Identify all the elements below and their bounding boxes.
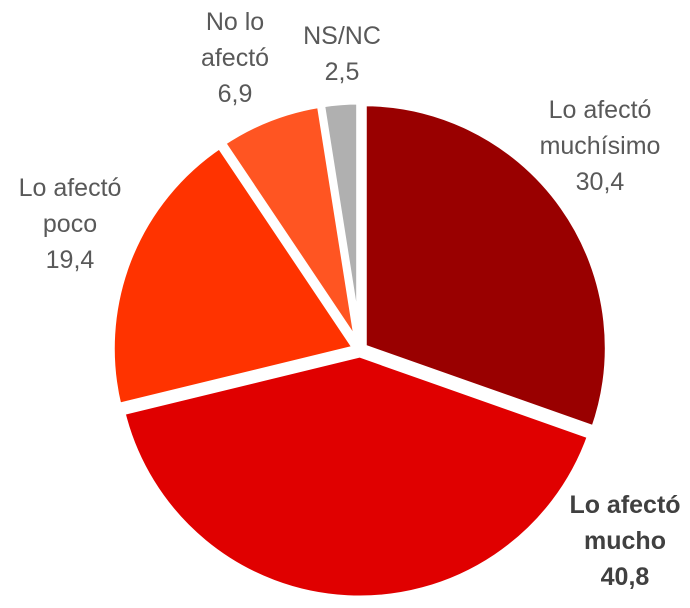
slice-label: Lo afectó poco 19,4 [0,170,140,278]
category-name: Lo afectó muchísimo [539,96,661,160]
slice-label: Lo afectó muchísimo 30,4 [525,92,675,200]
pie-slice [359,99,612,434]
value-label: 6,9 [217,80,253,108]
slice-label: Lo afectó mucho 40,8 [555,487,690,595]
pie-slice [317,97,364,347]
slice-label: NS/NC 2,5 [292,18,392,90]
category-name: Lo afectó poco [18,174,122,238]
category-name: Lo afectó mucho [569,491,681,555]
pie-slice [117,350,596,603]
slice-label: No lo afectó 6,9 [185,4,285,112]
value-label: 30,4 [575,168,625,196]
value-label: 40,8 [600,563,650,591]
value-label: 19,4 [45,246,95,274]
value-label: 2,5 [324,58,360,86]
pie-slice [107,140,362,411]
category-name: NS/NC [303,22,381,50]
category-name: No lo afectó [200,8,270,72]
